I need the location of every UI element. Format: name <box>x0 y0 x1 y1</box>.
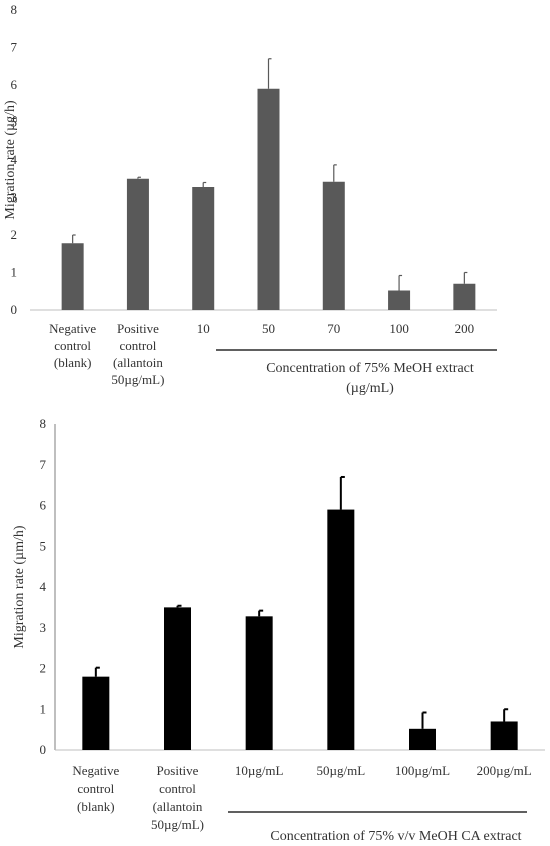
y-tick-label: 0 <box>11 302 18 317</box>
x-category-label: 10µg/mL <box>235 763 284 778</box>
y-tick-label: 4 <box>11 152 18 167</box>
y-tick-label: 1 <box>40 701 47 716</box>
bar <box>453 283 476 310</box>
x-category-label: 70 <box>327 321 340 336</box>
x-category-label: 10 <box>197 321 210 336</box>
x-category-label: 50µg/mL) <box>111 372 164 387</box>
y-tick-label: 2 <box>11 227 18 242</box>
y-tick-label: 1 <box>11 265 18 280</box>
x-category-label: Negative <box>49 321 96 336</box>
x-category-label: 200µg/mL <box>477 763 532 778</box>
x-category-label: 50µg/mL <box>317 763 366 778</box>
group-label: Concentration of 75% MeOH extract <box>266 361 474 376</box>
x-category-label: 50µg/mL) <box>151 817 204 832</box>
x-category-label: 100µg/mL <box>395 763 450 778</box>
bar <box>490 721 518 750</box>
y-tick-label: 2 <box>40 661 47 676</box>
y-tick-label: 7 <box>40 457 47 472</box>
bar <box>126 178 149 310</box>
x-category-label: control <box>120 338 157 353</box>
y-axis-title: Migration rate (µg/h) <box>3 100 18 220</box>
x-category-label: control <box>77 781 114 796</box>
y-tick-label: 0 <box>40 742 47 757</box>
bar <box>245 616 273 750</box>
x-category-label: Negative <box>72 763 119 778</box>
chart-migration-rate-um: 0 1 2 3 4 5 6 7 8 Migration rate (µm/h) Negative co… <box>12 416 545 844</box>
x-category-label: Positive <box>117 321 159 336</box>
x-category-label: 50 <box>262 321 275 336</box>
x-category-label: (blank) <box>77 799 115 814</box>
chart-migration-rate-ug: 0 1 2 3 4 5 6 7 8 Migration rate (µg/h) Negative co… <box>3 2 497 396</box>
x-category-label: control <box>159 781 196 796</box>
bar <box>192 187 215 310</box>
bar <box>82 676 110 750</box>
y-tick-label: 8 <box>40 416 47 431</box>
y-tick-label: 6 <box>11 77 18 92</box>
x-category-label: 200 <box>455 321 475 336</box>
y-tick-label: 7 <box>11 40 18 55</box>
y-tick-label: 6 <box>40 498 47 513</box>
x-category-label: Positive <box>157 763 199 778</box>
y-tick-label: 5 <box>40 538 47 553</box>
bar <box>388 290 411 310</box>
x-category-label: (allantoin <box>113 355 163 370</box>
x-category-label: (allantoin <box>153 799 203 814</box>
bar <box>61 243 84 310</box>
group-label: (µg/mL) <box>346 381 394 396</box>
y-tick-label: 3 <box>11 190 18 205</box>
group-label: Concentration of 75% v/v MeOH CA extract <box>270 829 521 844</box>
y-axis-title: Migration rate (µm/h) <box>12 525 27 648</box>
y-tick-label: 5 <box>11 115 18 130</box>
y-tick-label: 8 <box>11 2 18 17</box>
bar <box>257 88 280 310</box>
y-tick-label: 4 <box>40 579 47 594</box>
bar <box>164 607 191 750</box>
x-category-label: control <box>54 338 91 353</box>
x-category-label: (blank) <box>54 355 92 370</box>
bar <box>409 728 436 750</box>
bar <box>327 509 355 750</box>
y-tick-label: 3 <box>40 620 47 635</box>
x-category-label: 100 <box>389 321 409 336</box>
bar <box>322 181 345 310</box>
